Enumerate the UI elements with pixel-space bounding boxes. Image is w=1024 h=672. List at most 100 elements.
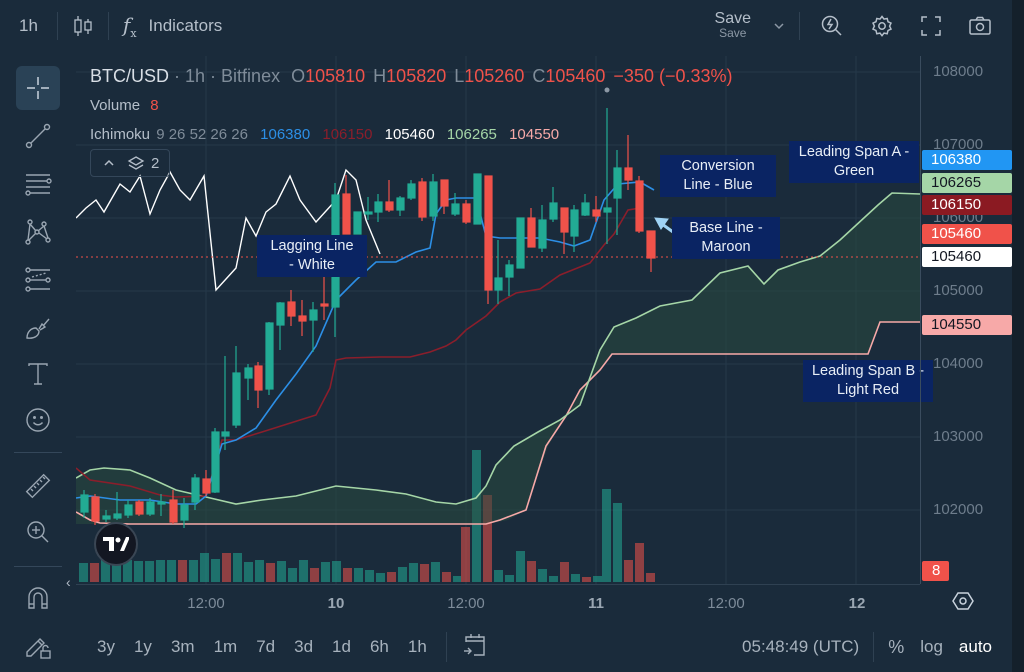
right-edge-panel: [1012, 0, 1024, 672]
gear-icon: [872, 15, 892, 37]
open-label: O: [291, 66, 306, 86]
annotation-conversion-line: Conversion Line - Blue: [660, 155, 776, 197]
measure-tool[interactable]: [16, 464, 60, 508]
price-label: 107000: [933, 136, 984, 153]
save-button[interactable]: Save Save: [715, 0, 751, 52]
fullscreen-button[interactable]: [920, 0, 942, 52]
time-label: 10: [327, 595, 345, 612]
brush-tool[interactable]: [16, 306, 60, 350]
time-axis[interactable]: 12:00 10 12:00 11 12:00 12: [76, 584, 920, 618]
interval-button[interactable]: 1h: [19, 0, 38, 52]
horizontal-lines-tool[interactable]: [16, 162, 60, 206]
quick-search-button[interactable]: [820, 0, 844, 52]
bottom-divider: [873, 632, 875, 662]
range-1y[interactable]: 1y: [133, 637, 152, 656]
fib-tool[interactable]: [16, 258, 60, 302]
legend-collapse-button[interactable]: 2: [90, 149, 170, 177]
interval-label: 1h: [19, 16, 38, 35]
save-dropdown-button[interactable]: [773, 0, 785, 52]
range-7d[interactable]: 7d: [256, 637, 276, 656]
price-label: 105000: [933, 282, 984, 299]
utc-clock[interactable]: 05:48:49 (UTC): [742, 637, 860, 656]
range-6h[interactable]: 6h: [369, 637, 389, 656]
axis-settings-button[interactable]: [952, 590, 974, 617]
camera-icon: [969, 16, 991, 35]
screenshot-button[interactable]: [968, 0, 992, 52]
emoji-icon: [26, 408, 50, 432]
price-label: 102000: [933, 501, 984, 518]
trend-line-icon: [25, 123, 51, 149]
hexagon-settings-icon: [952, 592, 974, 610]
magnet-icon: [28, 587, 48, 609]
ichimoku-lagging-value: 105460: [384, 126, 435, 143]
indicators-button[interactable]: fx Indicators: [123, 0, 222, 52]
symbol-name[interactable]: BTC/USD: [90, 66, 170, 86]
time-label: 12:00: [447, 595, 485, 612]
kumo-cloud: [76, 193, 920, 524]
close-label: C: [532, 66, 546, 86]
log-scale-toggle[interactable]: log: [920, 637, 943, 656]
change-value: −350 (−0.33%): [613, 66, 733, 86]
time-label: 12: [848, 595, 866, 612]
percent-scale-toggle[interactable]: %: [888, 636, 905, 657]
tradingview-logo[interactable]: [94, 522, 138, 566]
save-label: Save: [714, 10, 751, 27]
lock-drawings-icon: [26, 638, 51, 659]
range-1m[interactable]: 1m: [213, 637, 238, 656]
price-label: 104000: [933, 355, 984, 372]
volume-legend[interactable]: Volume 8: [90, 97, 733, 114]
annotation-leading-span-b: Leading Span B - Light Red: [803, 360, 933, 402]
low-label: L: [454, 66, 465, 86]
range-1d[interactable]: 1d: [332, 637, 351, 656]
ichimoku-conversion-value: 106380: [260, 126, 311, 143]
bottom-divider: [445, 632, 447, 662]
text-tool[interactable]: [16, 352, 60, 396]
close-value: 105460: [545, 66, 606, 86]
range-3y[interactable]: 3y: [97, 637, 115, 656]
bottom-toolbar: 3y 1y 3m 1m 7d 3d 1d 6h 1h 05:48:49 (UTC…: [76, 622, 1012, 672]
last-price-tag: 105460: [922, 224, 1012, 244]
time-label: 12:00: [707, 595, 745, 612]
crosshair-tool[interactable]: [16, 66, 60, 110]
range-3d[interactable]: 3d: [294, 637, 314, 656]
emoji-tool[interactable]: [16, 398, 60, 442]
price-chart[interactable]: [76, 56, 920, 584]
zoom-in-icon: [27, 521, 49, 543]
collapse-toolbar-arrow[interactable]: ‹: [66, 574, 71, 590]
chart-legend: BTC/USD · 1h · Bitfinex O 105810 H 105820 …: [90, 66, 733, 177]
quick-search-icon: [821, 15, 842, 36]
exchange-name: Bitfinex: [221, 66, 281, 86]
horizontal-lines-icon: [25, 174, 52, 196]
layers-icon: [127, 156, 145, 170]
trend-line-tool[interactable]: [16, 114, 60, 158]
text-icon: [28, 363, 48, 385]
save-sub-label: Save: [719, 26, 747, 40]
annotation-base-line: Base Line - Maroon: [672, 217, 780, 259]
chart-type-button[interactable]: [72, 0, 94, 52]
go-to-date-button[interactable]: [462, 632, 488, 663]
toolbar-divider: [14, 452, 62, 453]
ichimoku-legend[interactable]: Ichimoku 9 26 52 26 26 106380 106150 105…: [90, 126, 733, 143]
high-label: H: [373, 66, 387, 86]
candles: [80, 108, 656, 528]
ichimoku-params: 9 26 52 26 26: [156, 126, 248, 143]
crosshair-icon: [27, 77, 49, 99]
magnet-tool[interactable]: [16, 576, 60, 620]
ruler-icon: [25, 473, 51, 499]
range-1h[interactable]: 1h: [407, 637, 427, 656]
zoom-in-tool[interactable]: [16, 510, 60, 554]
range-3m[interactable]: 3m: [170, 637, 195, 656]
lock-drawings-tool[interactable]: [16, 624, 60, 668]
volume-value: 8: [150, 97, 159, 114]
ichimoku-label: Ichimoku: [90, 126, 151, 143]
ichimoku-base-value: 106150: [322, 126, 373, 143]
pattern-tool[interactable]: [16, 210, 60, 254]
base-price-tag: 106150: [922, 195, 1012, 215]
settings-button[interactable]: [870, 0, 894, 52]
price-axis[interactable]: 108000 107000 106000 105000 104000 10300…: [920, 56, 1012, 584]
low-value: 105260: [464, 66, 525, 86]
fib-icon: [25, 267, 51, 292]
auto-scale-toggle[interactable]: auto: [958, 637, 992, 656]
toolbar-divider: [799, 12, 800, 40]
brush-icon: [26, 318, 50, 339]
